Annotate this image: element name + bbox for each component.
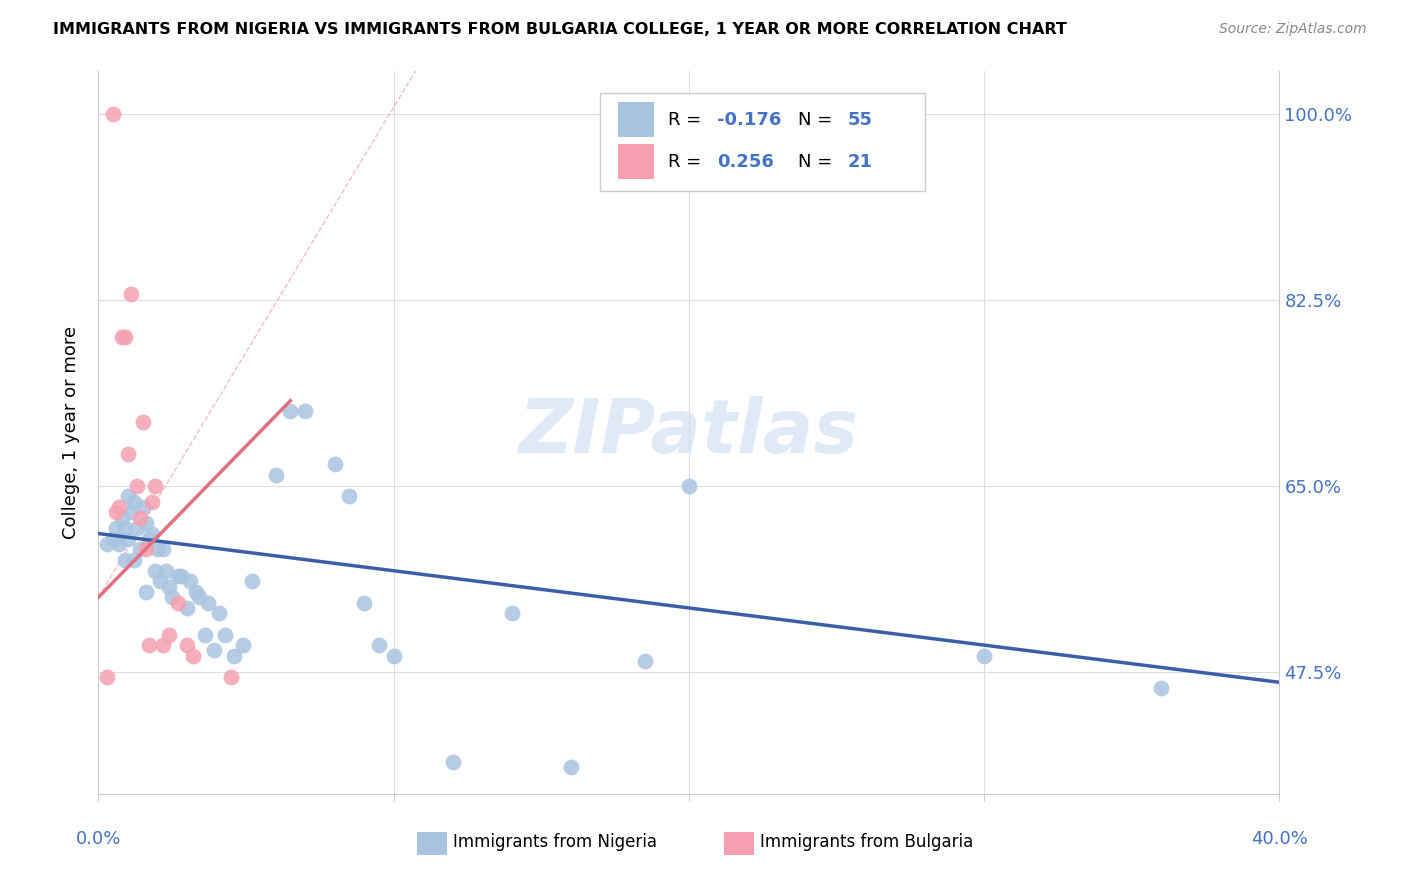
Text: N =: N = — [797, 153, 838, 170]
Text: Source: ZipAtlas.com: Source: ZipAtlas.com — [1219, 22, 1367, 37]
Text: ZIPatlas: ZIPatlas — [519, 396, 859, 469]
Point — [135, 585, 157, 599]
Text: IMMIGRANTS FROM NIGERIA VS IMMIGRANTS FROM BULGARIA COLLEGE, 1 YEAR OR MORE CORR: IMMIGRANTS FROM NIGERIA VS IMMIGRANTS FR… — [53, 22, 1067, 37]
Point — [152, 542, 174, 557]
Text: 0.256: 0.256 — [717, 153, 775, 170]
Point — [96, 537, 118, 551]
Point — [149, 574, 172, 589]
Point — [122, 494, 145, 508]
Point — [138, 532, 160, 546]
Point — [138, 638, 160, 652]
Point — [441, 755, 464, 769]
Point — [143, 564, 166, 578]
Point — [194, 627, 217, 641]
Point — [114, 553, 136, 567]
Point — [678, 479, 700, 493]
Point — [197, 596, 219, 610]
Y-axis label: College, 1 year or more: College, 1 year or more — [62, 326, 80, 539]
Point — [135, 516, 157, 530]
Point — [117, 532, 139, 546]
Point — [214, 627, 236, 641]
Point — [208, 607, 231, 621]
Point — [560, 760, 582, 774]
Point — [114, 330, 136, 344]
Text: R =: R = — [668, 153, 707, 170]
Point — [105, 521, 128, 535]
Point — [221, 670, 243, 684]
Point — [132, 415, 155, 429]
Point — [382, 648, 405, 663]
Point — [167, 596, 190, 610]
FancyBboxPatch shape — [619, 103, 654, 137]
Point — [152, 638, 174, 652]
Point — [294, 404, 316, 418]
Point — [264, 468, 287, 483]
Point — [96, 670, 118, 684]
Text: -0.176: -0.176 — [717, 111, 782, 128]
Point — [103, 532, 125, 546]
Point — [105, 505, 128, 519]
Point — [120, 505, 142, 519]
Point — [120, 287, 142, 301]
Point — [108, 537, 131, 551]
FancyBboxPatch shape — [600, 93, 925, 191]
Point — [184, 585, 207, 599]
Point — [323, 458, 346, 472]
Point — [157, 627, 180, 641]
Point — [143, 479, 166, 493]
Point — [157, 580, 180, 594]
Point — [339, 489, 361, 503]
Point — [1150, 681, 1173, 695]
Point — [240, 574, 263, 589]
Point — [181, 648, 204, 663]
Point — [122, 553, 145, 567]
Point — [224, 648, 246, 663]
Point — [501, 607, 523, 621]
Point — [111, 330, 134, 344]
Point — [170, 569, 193, 583]
Point — [353, 596, 375, 610]
Point — [103, 107, 125, 121]
Point — [117, 447, 139, 461]
Point — [117, 489, 139, 503]
Point — [155, 564, 177, 578]
Point — [179, 574, 201, 589]
Point — [125, 521, 148, 535]
Text: 0.0%: 0.0% — [76, 830, 121, 848]
Point — [176, 601, 198, 615]
Point — [973, 648, 995, 663]
Point — [114, 521, 136, 535]
Point — [167, 569, 190, 583]
Text: R =: R = — [668, 111, 707, 128]
Text: Immigrants from Bulgaria: Immigrants from Bulgaria — [759, 833, 973, 851]
Point — [634, 654, 657, 668]
FancyBboxPatch shape — [724, 832, 754, 855]
Point — [128, 542, 150, 557]
FancyBboxPatch shape — [619, 145, 654, 179]
Text: 21: 21 — [848, 153, 872, 170]
Point — [202, 643, 225, 657]
Point — [141, 526, 163, 541]
Point — [368, 638, 391, 652]
Point — [125, 479, 148, 493]
FancyBboxPatch shape — [418, 832, 447, 855]
Text: 55: 55 — [848, 111, 872, 128]
Point — [280, 404, 302, 418]
Point — [141, 494, 163, 508]
Point — [176, 638, 198, 652]
Point — [162, 591, 183, 605]
Text: N =: N = — [797, 111, 838, 128]
Point — [108, 500, 131, 514]
Point — [146, 542, 169, 557]
Point — [132, 500, 155, 514]
Text: 40.0%: 40.0% — [1251, 830, 1308, 848]
Point — [135, 542, 157, 557]
Point — [187, 591, 209, 605]
Point — [128, 510, 150, 524]
Point — [111, 510, 134, 524]
Point — [232, 638, 254, 652]
Text: Immigrants from Nigeria: Immigrants from Nigeria — [453, 833, 657, 851]
